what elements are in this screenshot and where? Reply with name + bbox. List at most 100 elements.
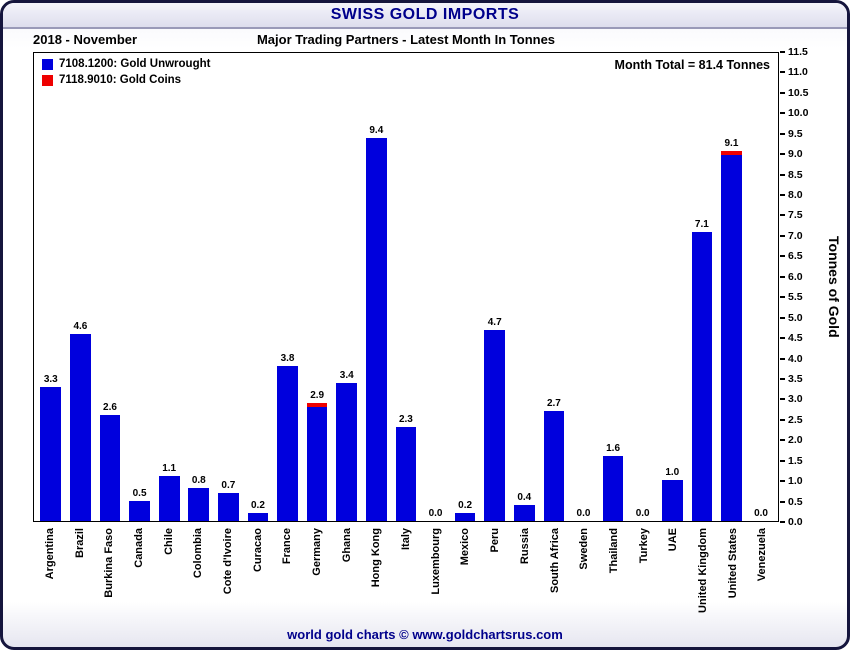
bar-slot-france: 3.8 [273,53,303,521]
y-tick-label: 2.5 [788,413,803,426]
bar-value-label-ghana: 3.4 [339,369,354,381]
y-tick-mark [780,459,785,462]
legend-label-unwrought: 7108.1200: Gold Unwrought [59,58,211,70]
y-tick-6.0: 6.0 [780,271,803,283]
y-tick-7.5: 7.5 [780,209,803,221]
y-tick-5.5: 5.5 [780,291,803,303]
y-tick-label: 10.0 [788,107,809,120]
x-label-south-africa: South Africa [548,528,561,593]
page-title: SWISS GOLD IMPORTS [330,6,520,23]
bar-value-label-united-states: 9.1 [724,137,739,149]
y-axis-title-wrap: Tonnes of Gold [823,52,845,522]
bar-slot-peru: 4.7 [480,53,510,521]
date-label: 2018 - November [33,32,138,47]
bar-value-label-thailand: 1.6 [606,442,621,454]
x-cell-luxembourg: Luxembourg [421,524,451,626]
x-label-venezuela: Venezuela [756,528,769,582]
month-total-label: Month Total = 81.4 Tonnes [614,58,770,72]
bar-value-label-peru: 4.7 [487,316,502,328]
x-label-uae: UAE [667,528,680,552]
y-tick-mark [780,194,785,197]
bar-unwrought-ghana [336,382,358,521]
y-tick-9.5: 9.5 [780,128,803,140]
x-cell-venezuela: Venezuela [748,524,778,626]
y-tick-5.0: 5.0 [780,312,803,324]
y-tick-0.5: 0.5 [780,496,803,508]
y-tick-0.0: 0.0 [780,516,803,528]
y-tick-2.0: 2.0 [780,434,803,446]
x-cell-germany: Germany [302,524,332,626]
y-tick-label: 7.5 [788,209,803,222]
x-cell-peru: Peru [480,524,510,626]
bar-value-label-south-africa: 2.7 [546,398,561,410]
y-tick-mark [780,51,785,53]
x-label-peru: Peru [489,528,502,553]
bar-value-label-russia: 0.4 [517,491,532,503]
y-axis: 0.0 0.5 1.0 1.5 2.0 2.5 3.0 3.5 4.0 4.5 5.0 5.5 6.0 6… [780,46,822,528]
bar-slot-uae: 1.0 [657,53,687,521]
y-tick-4.0: 4.0 [780,353,803,365]
y-tick-mark [780,275,785,278]
y-tick-label: 4.0 [788,352,803,365]
x-cell-turkey: Turkey [629,524,659,626]
y-tick-label: 6.5 [788,250,803,263]
bar-slot-united-kingdom: 7.1 [687,53,717,521]
bar-value-label-venezuela: 0.0 [754,508,768,519]
y-tick-6.5: 6.5 [780,250,803,262]
y-tick-mark [780,234,785,237]
x-cell-brazil: Brazil [65,524,95,626]
bar-slot-chile: 1.1 [154,53,184,521]
x-label-hong-kong: Hong Kong [370,528,383,588]
x-label-mexico: Mexico [459,528,472,566]
y-tick-11.5: 11.5 [780,46,808,58]
bar-value-label-cote-d-ivoire: 0.7 [221,479,236,491]
bar-value-label-colombia: 0.8 [191,475,206,487]
y-tick-mark [780,296,785,299]
bar-unwrought-south-africa [543,411,565,521]
bar-slot-brazil: 4.6 [66,53,96,521]
bar-unwrought-germany [306,407,328,521]
y-tick-mark [780,500,785,503]
y-tick-label: 11.0 [788,66,808,79]
bar-value-label-brazil: 4.6 [73,320,88,332]
y-tick-label: 1.0 [788,475,803,488]
bar-slot-germany: 2.9 [302,53,332,521]
y-tick-label: 10.5 [788,86,809,99]
y-tick-mark [780,439,785,442]
x-label-argentina: Argentina [43,528,56,580]
x-cell-sweden: Sweden [569,524,599,626]
y-tick-label: 0.5 [788,495,803,508]
bar-value-label-sweden: 0.0 [576,508,591,519]
coins-swatch-icon [42,74,53,86]
x-cell-thailand: Thailand [599,524,629,626]
x-axis-labels: Argentina Brazil Burkina Faso Canada Chile Co… [33,524,779,626]
bar-value-label-hong-kong: 9.4 [369,125,384,137]
x-cell-france: France [273,524,303,626]
y-tick-9.0: 9.0 [780,148,803,160]
bar-value-label-france: 3.8 [280,353,295,365]
unwrought-swatch-icon [42,58,53,70]
y-tick-mark [780,316,785,319]
bar-unwrought-colombia [188,488,210,521]
x-label-italy: Italy [400,528,413,551]
bar-value-label-uae: 1.0 [665,467,680,479]
y-tick-mark [780,255,785,258]
y-tick-11.0: 11.0 [780,66,808,78]
bar-slot-russia: 0.4 [510,53,540,521]
x-cell-chile: Chile [154,524,184,626]
y-tick-mark [780,418,785,421]
x-label-chile: Chile [162,528,175,555]
bar-value-label-turkey: 0.0 [635,508,650,519]
bar-unwrought-peru [484,329,506,521]
x-cell-mexico: Mexico [451,524,481,626]
legend-item-coins: 7118.9010: Gold Coins [42,74,210,86]
legend-label-coins: 7118.9010: Gold Coins [59,74,182,86]
x-cell-south-africa: South Africa [540,524,570,626]
x-label-colombia: Colombia [192,528,205,579]
y-tick-label: 6.0 [788,270,803,283]
x-label-sweden: Sweden [578,528,591,570]
y-tick-8.5: 8.5 [780,169,803,181]
bar-slot-argentina: 3.3 [36,53,66,521]
x-cell-colombia: Colombia [183,524,213,626]
bar-slot-luxembourg: 0.0 [421,53,451,521]
